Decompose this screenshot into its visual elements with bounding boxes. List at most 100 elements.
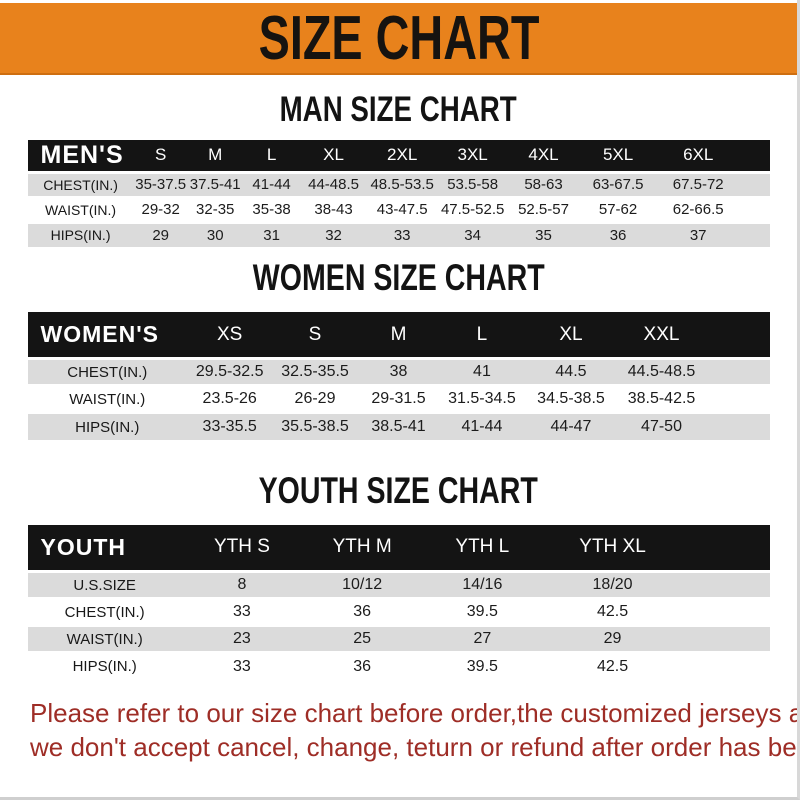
size-cell: 39.5 bbox=[466, 603, 498, 621]
size-cell: 32-35 bbox=[196, 201, 235, 219]
size-table-header-row: YOUTH YTH S YTH M YTH L YTH XL bbox=[27, 524, 770, 572]
size-cell: 29-31.5 bbox=[371, 390, 426, 408]
size-table-header-row: MEN'S S M L XL 2XL 3XL 4XL 5XL 6XL bbox=[27, 139, 770, 173]
table-row: HIPS(IN.) 33-35.5 35.5-38.5 38.5-41 41-44 44-… bbox=[27, 412, 770, 440]
size-cell: 37 bbox=[689, 226, 707, 244]
filler-cell bbox=[706, 386, 770, 413]
size-cell: 47-50 bbox=[641, 418, 682, 436]
table-row: CHEST(IN.) 35-37.5 37.5-41 41-44 44-48.5 48.5… bbox=[27, 172, 770, 198]
column-header: YTH M bbox=[332, 536, 392, 558]
size-cell: 38.5-41 bbox=[371, 418, 426, 436]
column-header: XS bbox=[217, 323, 243, 345]
corner-label: YOUTH bbox=[40, 533, 126, 560]
corner-label: MEN'S bbox=[40, 140, 124, 169]
size-cell: 48.5-53.5 bbox=[370, 176, 434, 194]
order-notice: Please refer to our size chart before or… bbox=[0, 696, 797, 764]
size-table-body: CHEST(IN.) 35-37.5 37.5-41 41-44 44-48.5 48.5… bbox=[27, 172, 770, 248]
size-cell: 36 bbox=[609, 226, 627, 244]
column-header: M bbox=[208, 145, 223, 165]
size-cell: 27 bbox=[473, 630, 492, 648]
size-cell: 42.5 bbox=[596, 657, 629, 675]
size-cell: 23 bbox=[233, 630, 251, 648]
row-label: CHEST(IN.) bbox=[64, 603, 145, 621]
size-cell: 33 bbox=[393, 226, 411, 244]
section-heading-womens: WOMEN SIZE CHART bbox=[0, 259, 797, 297]
size-cell: 25 bbox=[353, 630, 372, 648]
size-cell: 43-47.5 bbox=[376, 201, 428, 219]
row-label: HIPS(IN.) bbox=[75, 418, 140, 436]
row-label: U.S.SIZE bbox=[73, 576, 136, 594]
size-table-mens: MEN'S S M L XL 2XL 3XL 4XL 5XL 6XL CHEST(IN.) 35-37… bbox=[27, 139, 770, 248]
size-chart-sections: MAN SIZE CHART MEN'S S M L XL 2XL 3XL 4XL 5XL 6XL C… bbox=[0, 88, 797, 680]
size-cell: 36 bbox=[353, 657, 372, 675]
size-cell: 44.5-48.5 bbox=[627, 363, 696, 381]
size-cell: 41 bbox=[473, 363, 491, 381]
table-row: CHEST(IN.) 33 36 39.5 42.5 bbox=[27, 598, 770, 626]
size-cell: 47.5-52.5 bbox=[440, 201, 505, 219]
size-cell: 41-44 bbox=[461, 418, 503, 436]
size-cell: 31 bbox=[263, 226, 280, 244]
size-cell: 35 bbox=[535, 226, 552, 244]
filler-cell bbox=[706, 413, 770, 440]
size-cell: 10/12 bbox=[342, 576, 383, 594]
size-cell: 67.5-72 bbox=[672, 176, 724, 194]
size-cell: 29.5-32.5 bbox=[195, 363, 264, 381]
size-cell: 62-66.5 bbox=[672, 201, 724, 219]
size-cell: 31.5-34.5 bbox=[448, 390, 516, 408]
size-chart-section-mens: MAN SIZE CHART MEN'S S M L XL 2XL 3XL 4XL 5XL 6XL C… bbox=[0, 88, 797, 248]
size-chart-section-womens: WOMEN SIZE CHART WOMEN'S XS S M L XL XXL CHEST(I… bbox=[0, 259, 797, 440]
size-cell: 35.5-38.5 bbox=[281, 418, 349, 436]
size-cell: 33 bbox=[233, 657, 251, 675]
row-label: CHEST(IN.) bbox=[67, 363, 148, 381]
column-header: L bbox=[266, 145, 277, 165]
row-label: HIPS(IN.) bbox=[50, 227, 111, 244]
column-header: XL bbox=[323, 145, 344, 165]
filler-cell bbox=[683, 572, 770, 599]
size-cell: 8 bbox=[237, 576, 247, 594]
table-row: WAIST(IN.) 23.5-26 26-29 29-31.5 31.5-34.5 34… bbox=[27, 385, 770, 413]
row-label: CHEST(IN.) bbox=[43, 176, 118, 193]
size-cell: 23.5-26 bbox=[202, 390, 257, 408]
table-row: HIPS(IN.) 33 36 39.5 42.5 bbox=[27, 652, 770, 680]
column-header: YTH S bbox=[213, 536, 270, 558]
size-cell: 41-44 bbox=[252, 176, 291, 194]
size-cell: 18/20 bbox=[592, 576, 633, 594]
section-heading-text: YOUTH SIZE CHART bbox=[258, 470, 539, 512]
column-header: XXL bbox=[643, 323, 680, 345]
column-header: M bbox=[390, 323, 407, 345]
size-cell: 44-47 bbox=[550, 418, 592, 436]
column-header: 4XL bbox=[528, 145, 559, 165]
table-row: U.S.SIZE 8 10/12 14/16 18/20 bbox=[27, 571, 770, 599]
table-row: WAIST(IN.) 29-32 32-35 35-38 38-43 43-47.5 47.… bbox=[27, 197, 770, 223]
column-header: XL bbox=[559, 323, 583, 345]
banner-title: SIZE CHART bbox=[258, 2, 539, 73]
size-cell: 58-63 bbox=[524, 176, 563, 194]
column-header: YTH L bbox=[455, 536, 510, 558]
filler-cell bbox=[740, 140, 770, 173]
size-table-womens: WOMEN'S XS S M L XL XXL CHEST(IN.) 29.5-32.5 32.5… bbox=[27, 311, 770, 440]
size-cell: 63-67.5 bbox=[592, 176, 644, 194]
column-header: S bbox=[155, 145, 167, 165]
filler-cell bbox=[706, 312, 770, 359]
banner: SIZE CHART bbox=[0, 3, 797, 75]
section-heading-text: MAN SIZE CHART bbox=[279, 88, 518, 129]
table-row: CHEST(IN.) 29.5-32.5 32.5-35.5 38 41 44.5 44.5… bbox=[27, 358, 770, 386]
row-label: WAIST(IN.) bbox=[66, 630, 143, 648]
size-table-head: MEN'S S M L XL 2XL 3XL 4XL 5XL 6XL bbox=[27, 139, 770, 173]
filler-cell bbox=[683, 525, 770, 572]
size-cell: 35-38 bbox=[252, 201, 291, 219]
size-cell: 32 bbox=[325, 226, 342, 244]
filler-cell bbox=[740, 172, 770, 197]
size-table-head: YOUTH YTH S YTH M YTH L YTH XL bbox=[27, 524, 770, 572]
column-header: L bbox=[476, 323, 488, 345]
section-heading-mens: MAN SIZE CHART bbox=[0, 88, 797, 129]
column-header: 6XL bbox=[683, 145, 714, 165]
size-cell: 44-48.5 bbox=[308, 176, 359, 194]
size-cell: 37.5-41 bbox=[189, 176, 241, 194]
size-table-head: WOMEN'S XS S M L XL XXL bbox=[27, 311, 770, 359]
size-table-body: CHEST(IN.) 29.5-32.5 32.5-35.5 38 41 44.5 44.5… bbox=[27, 358, 770, 440]
size-cell: 34 bbox=[464, 226, 481, 244]
section-heading-youth: YOUTH SIZE CHART bbox=[0, 470, 797, 512]
size-cell: 14/16 bbox=[462, 576, 503, 594]
